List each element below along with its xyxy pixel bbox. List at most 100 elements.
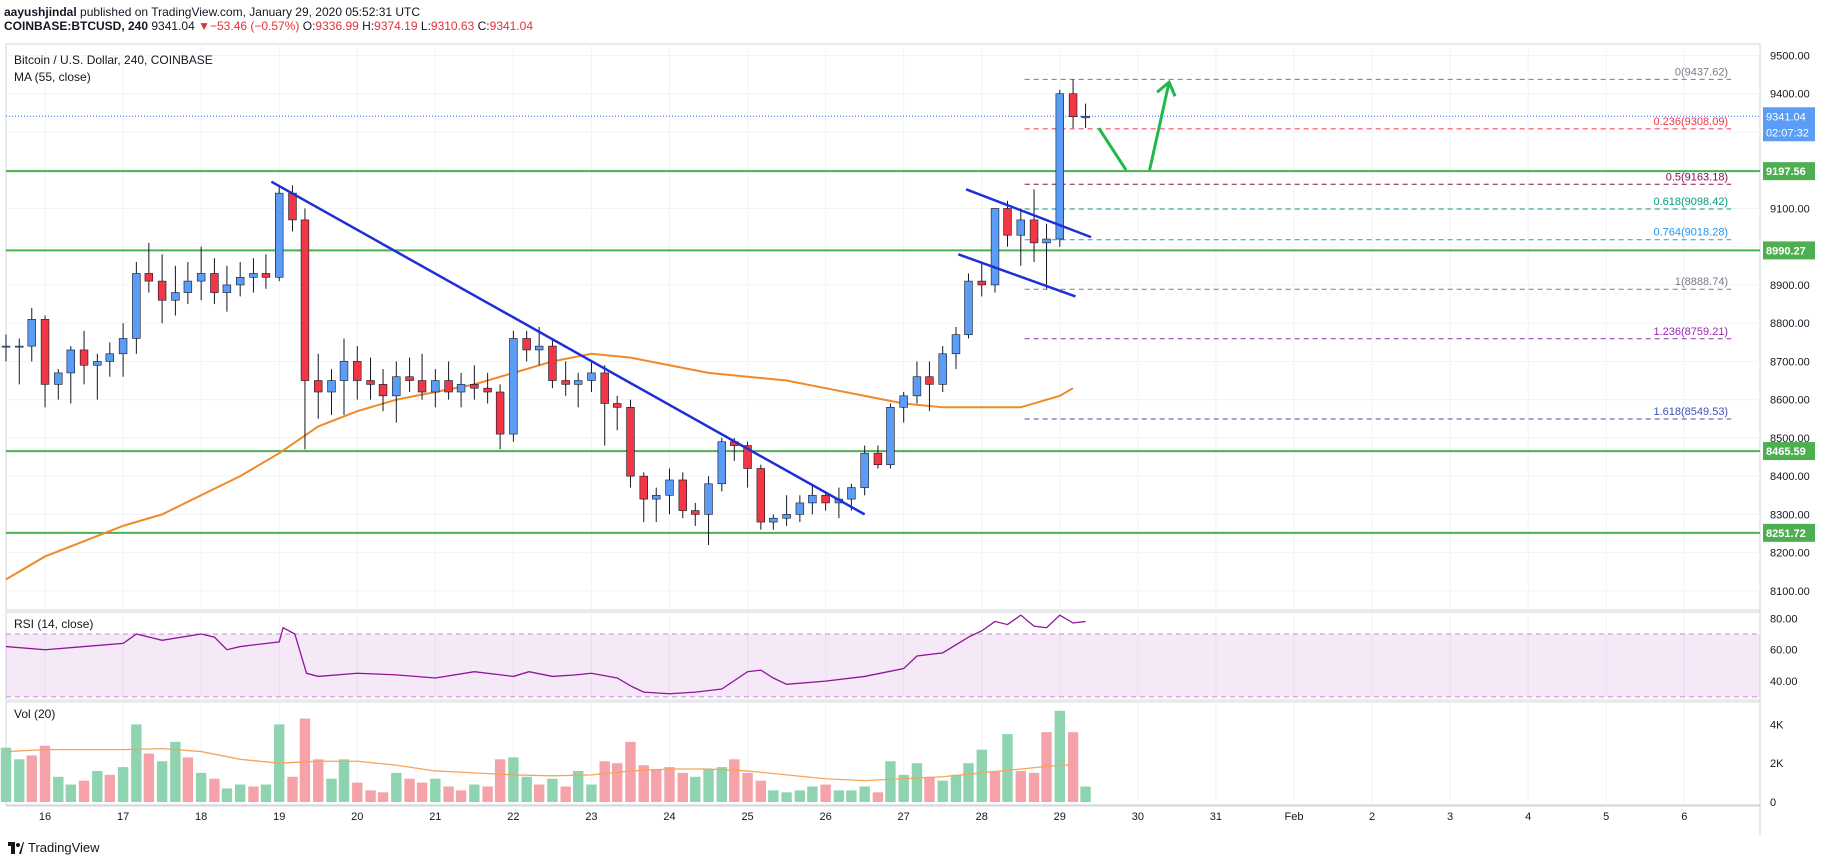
volume-bar — [65, 784, 76, 802]
volume-bar — [338, 759, 350, 802]
candle-body — [522, 338, 531, 351]
volume-bar — [104, 774, 116, 802]
volume-bar — [625, 741, 636, 802]
volume-bar — [599, 761, 610, 802]
candle-body — [183, 280, 193, 293]
level-price-label: 9197.56 — [1766, 166, 1806, 178]
volume-bar — [92, 770, 103, 802]
candle-body — [93, 361, 102, 366]
candle-body — [132, 273, 141, 339]
candle-body — [249, 273, 258, 278]
volume-bar — [508, 757, 519, 802]
volume-bar — [117, 767, 129, 802]
price-tick-label: 9500.00 — [1770, 50, 1810, 62]
projection-arrow-down — [1097, 127, 1128, 172]
volume-bar — [326, 778, 337, 802]
price-tick-label: 8600.00 — [1770, 395, 1810, 407]
rsi-tick-label: 40.00 — [1770, 676, 1798, 688]
candle-body — [275, 192, 284, 278]
price-tick-label: 8300.00 — [1770, 509, 1810, 521]
volume-bar — [39, 745, 51, 802]
fib-level-label: 0.764(9018.28) — [1653, 227, 1728, 239]
candle-body — [431, 380, 440, 393]
candle-body — [717, 441, 727, 485]
volume-ma-line — [5, 747, 1074, 782]
open-value: 9336.99 — [315, 19, 359, 33]
time-tick-label: 6 — [1681, 811, 1687, 823]
candle-body — [691, 510, 700, 515]
volume-bar — [1002, 734, 1013, 802]
current-price-label: 9341.04 — [1766, 111, 1806, 123]
time-tick-label: 26 — [820, 811, 832, 823]
volume-bar — [755, 780, 767, 802]
volume-bar — [924, 776, 935, 802]
candle-body — [951, 334, 961, 355]
volume-bar — [716, 767, 728, 802]
volume-tick-label: 4K — [1770, 719, 1784, 731]
candle-body — [353, 361, 362, 381]
volume-bar — [768, 790, 779, 802]
volume-bar — [143, 753, 155, 802]
time-tick-label: 27 — [898, 811, 910, 823]
candle-body — [1068, 93, 1078, 117]
bar-countdown-label: 02:07:32 — [1766, 127, 1809, 139]
candle-body — [339, 361, 349, 381]
volume-bar — [469, 784, 480, 802]
volume-bar — [820, 784, 831, 802]
candle-body — [40, 319, 50, 385]
candle-body — [1016, 219, 1025, 236]
time-tick-label: 28 — [976, 811, 988, 823]
volume-bar — [1080, 786, 1091, 802]
volume-bar — [521, 776, 532, 802]
price-tick-label: 8100.00 — [1770, 586, 1810, 598]
candle-body — [15, 345, 24, 348]
time-tick-label: 31 — [1210, 811, 1222, 823]
candle-body — [144, 273, 154, 282]
projection-arrow-up — [1148, 81, 1171, 171]
volume-bar — [195, 772, 207, 802]
volume-bar — [781, 792, 792, 802]
candle-body — [756, 468, 766, 523]
volume-bar — [455, 790, 467, 802]
candle-body — [704, 483, 713, 515]
volume-bar — [182, 757, 194, 802]
volume-bar — [846, 790, 857, 802]
candle-body — [417, 380, 427, 393]
candle-body — [235, 276, 245, 286]
volume-bar — [794, 790, 806, 802]
candle-body — [795, 502, 805, 515]
tradingview-logo-icon — [8, 841, 24, 854]
candle-body — [808, 494, 817, 504]
level-price-label: 8465.59 — [1766, 446, 1806, 458]
volume-bar — [443, 786, 454, 802]
candle-body — [548, 345, 557, 381]
fib-level-label: 0.5(9163.18) — [1666, 171, 1728, 183]
fib-level-label: 0(9437.62) — [1675, 66, 1728, 78]
author-name: aayushjindal — [4, 5, 77, 19]
candle-body — [1055, 93, 1065, 240]
candle-body — [1003, 208, 1012, 236]
volume-bar — [677, 772, 688, 802]
time-tick-label: 17 — [117, 811, 129, 823]
volume-bar — [742, 772, 753, 802]
volume-bar — [352, 782, 363, 802]
volume-tick-label: 2K — [1770, 758, 1784, 770]
volume-bar — [898, 774, 909, 802]
time-tick-label: 5 — [1603, 811, 1609, 823]
candle-body — [573, 380, 583, 385]
tradingview-brand[interactable]: TradingView — [8, 840, 100, 855]
level-price-tag — [1763, 523, 1815, 542]
volume-bar — [703, 769, 714, 802]
candle-body — [210, 273, 219, 293]
low-label: L: — [420, 19, 431, 33]
candle-body — [444, 380, 453, 393]
open-label: O: — [302, 19, 316, 33]
candle-body — [378, 384, 388, 397]
volume-bar — [14, 759, 25, 802]
volume-bar — [950, 774, 962, 802]
candle-body — [977, 280, 986, 286]
candle-body — [79, 349, 89, 366]
low-value: 9310.63 — [430, 19, 475, 33]
time-tick-label: 29 — [1054, 811, 1066, 823]
